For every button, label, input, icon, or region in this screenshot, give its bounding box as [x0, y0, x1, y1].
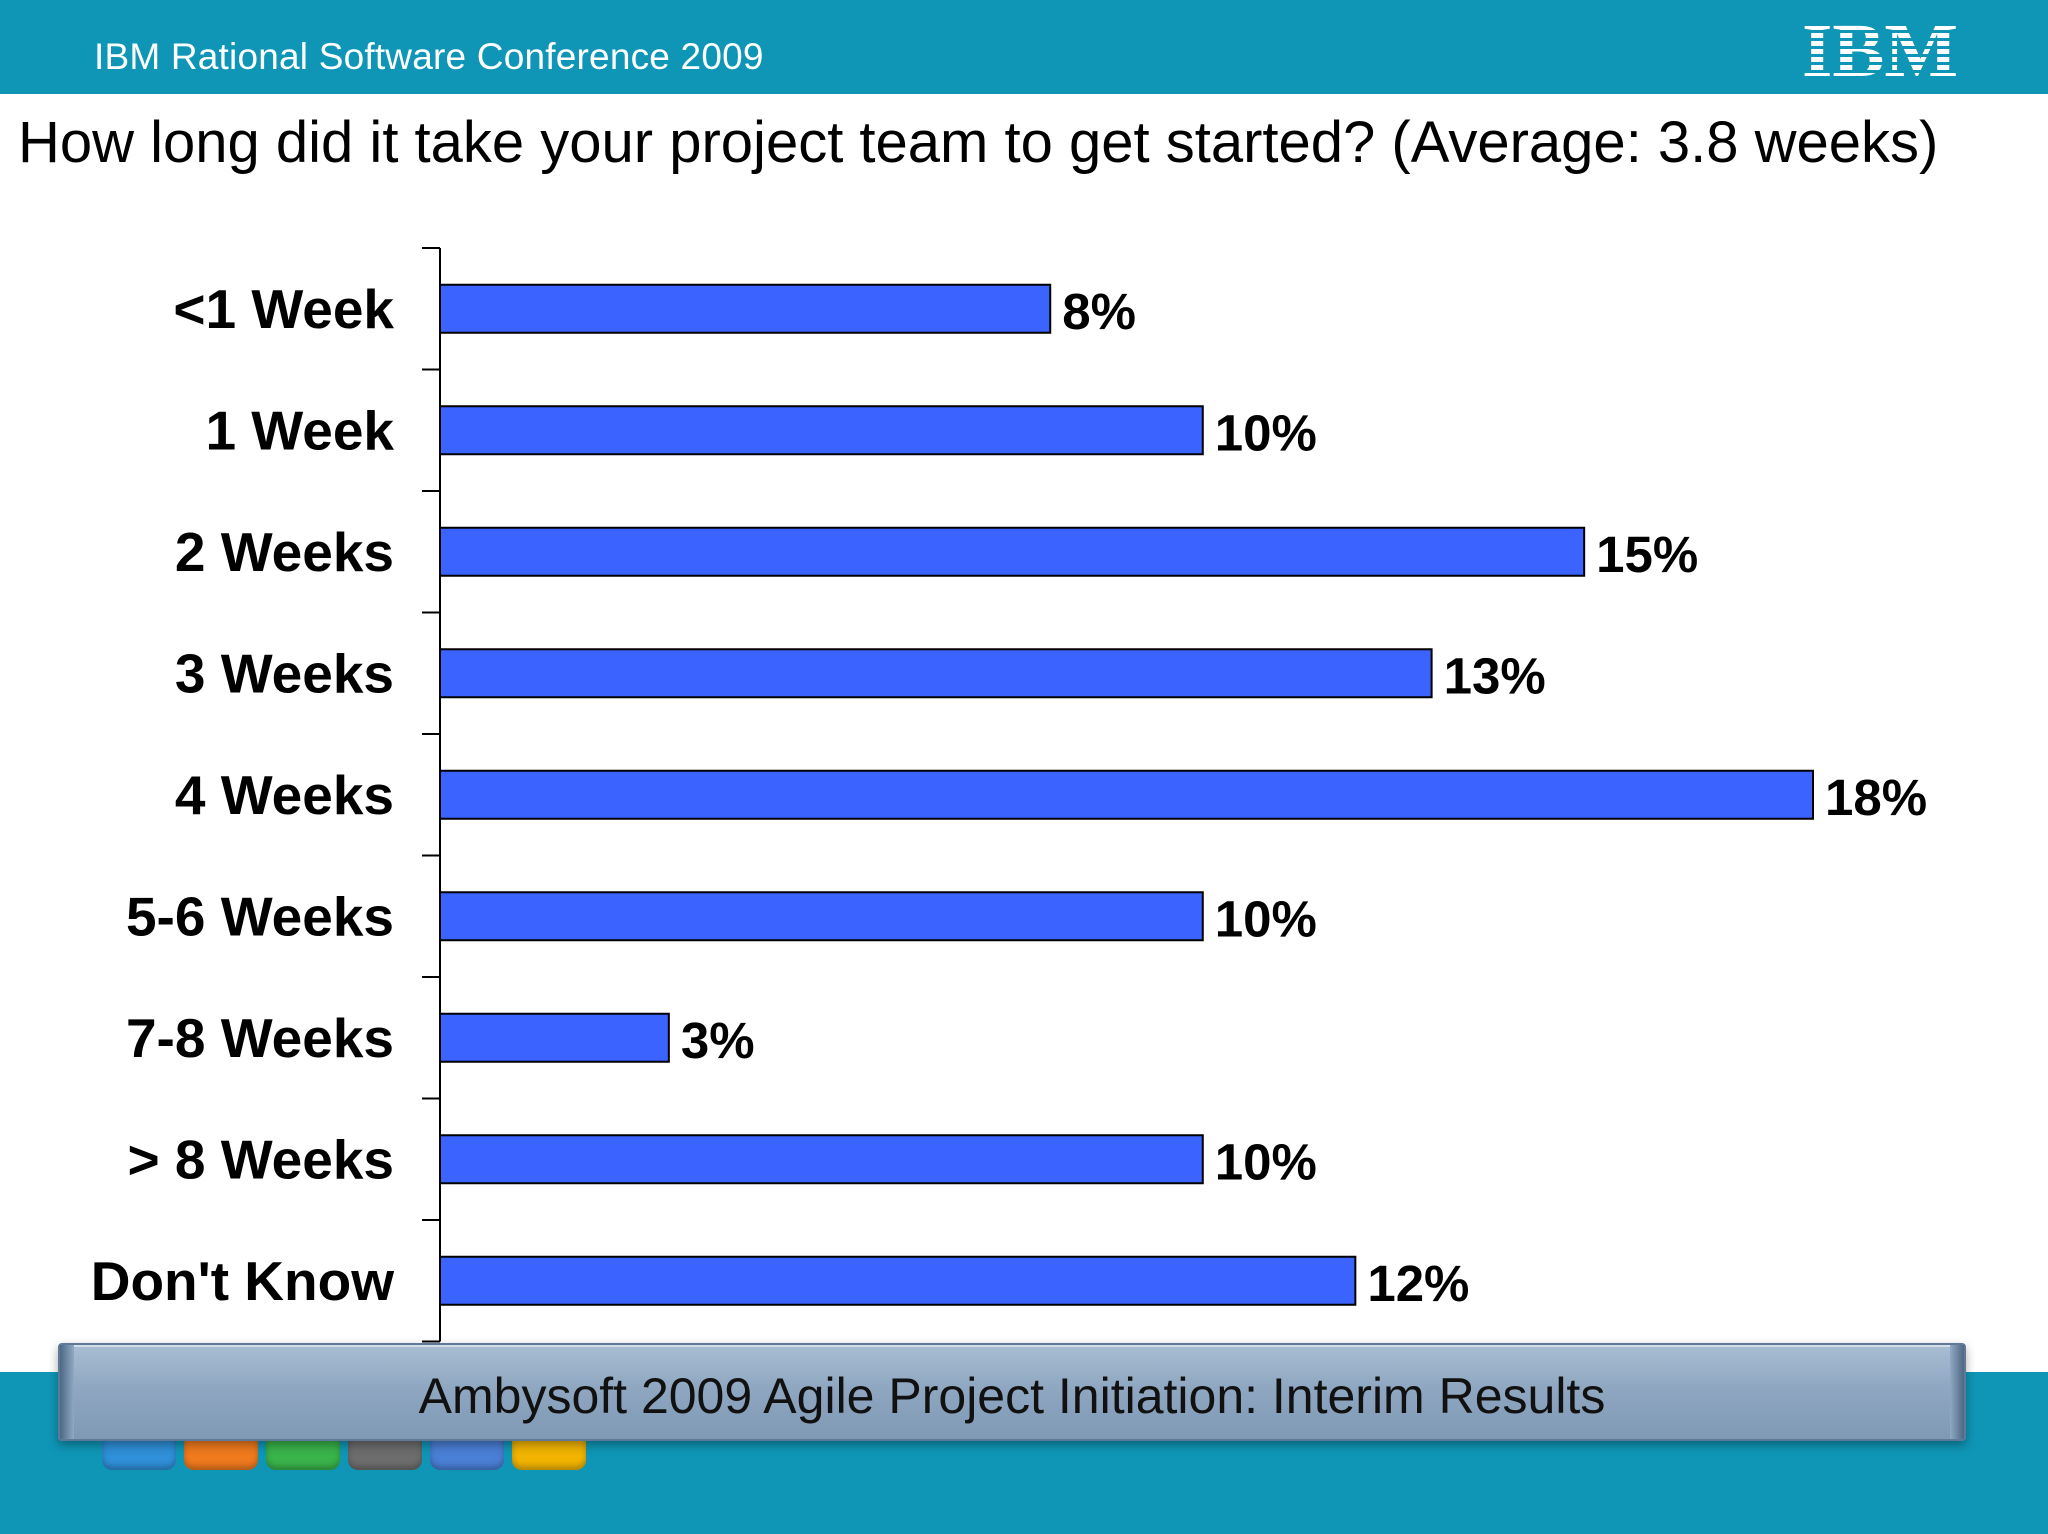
category-label: 2 Weeks: [175, 521, 394, 583]
category-label: <1 Week: [173, 278, 394, 340]
bars: 8% 10% 15% 13% 18% 10% 3% 10% 12%: [439, 283, 1927, 1312]
value-label: 15%: [1596, 526, 1698, 583]
bar: [439, 1134, 1204, 1185]
bar: [439, 891, 1204, 942]
bar: [439, 648, 1433, 699]
header-bar: IBM Rational Software Conference 2009 IB…: [0, 0, 2048, 94]
ibm-logo: IBM: [1802, 16, 1958, 80]
chart-title: How long did it take your project team t…: [18, 110, 1939, 175]
category-label: > 8 Weeks: [127, 1128, 394, 1190]
category-axis: <1 Week 1 Week 2 Weeks 3 Weeks 4 Weeks 5-6 We…: [91, 247, 441, 1343]
svg-text:IBM: IBM: [1802, 16, 1958, 80]
bar: [439, 769, 1814, 820]
category-label: 3 Weeks: [175, 642, 394, 704]
value-label: 13%: [1444, 647, 1546, 704]
category-label: 1 Week: [205, 399, 394, 461]
category-label: 5-6 Weeks: [126, 885, 394, 947]
bar: [439, 1255, 1357, 1306]
category-label: Don't Know: [91, 1250, 394, 1312]
value-label: 18%: [1825, 769, 1927, 826]
value-label: 12%: [1367, 1255, 1469, 1312]
bar: [439, 1012, 670, 1063]
bar: [439, 283, 1052, 334]
value-label: 8%: [1062, 283, 1136, 340]
bar: [439, 405, 1204, 456]
bar: [439, 526, 1586, 577]
category-label: 4 Weeks: [175, 764, 394, 826]
value-label: 3%: [681, 1012, 755, 1069]
value-label: 10%: [1215, 890, 1317, 947]
value-label: 10%: [1215, 1133, 1317, 1190]
value-label: 10%: [1215, 404, 1317, 461]
category-label: 7-8 Weeks: [126, 1007, 394, 1069]
conference-title: IBM Rational Software Conference 2009: [94, 36, 764, 77]
caption-banner: Ambysoft 2009 Agile Project Initiation: …: [58, 1343, 1966, 1441]
caption-text: Ambysoft 2009 Agile Project Initiation: …: [418, 1368, 1606, 1424]
